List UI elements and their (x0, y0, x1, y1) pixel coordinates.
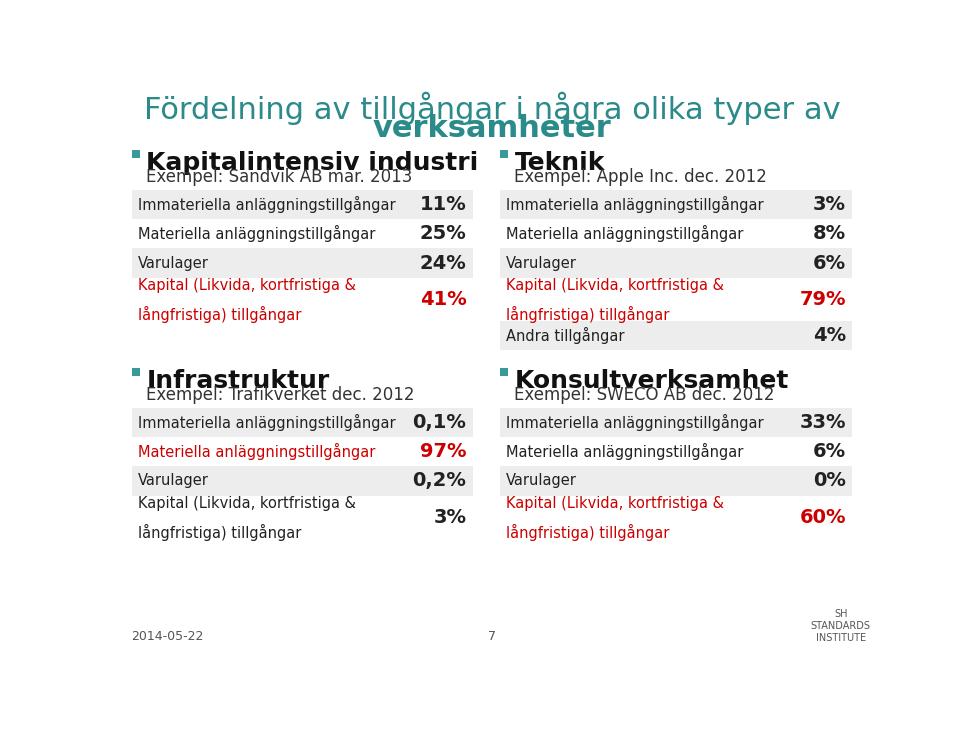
Bar (132, 467, 472, 496)
Text: Varulager: Varulager (506, 473, 577, 488)
Text: Exempel: Apple Inc. dec. 2012: Exempel: Apple Inc. dec. 2012 (515, 168, 767, 187)
Bar (132, 496, 472, 539)
Text: Immateriella anläggningstillgångar: Immateriella anläggningstillgångar (506, 196, 763, 213)
Text: Konsultverksamhet: Konsultverksamhet (515, 369, 789, 392)
Text: Infrastruktur: Infrastruktur (146, 369, 329, 392)
Text: långfristiga) tillgångar: långfristiga) tillgångar (506, 523, 669, 541)
Text: 0%: 0% (813, 472, 846, 491)
Text: Kapital (Likvida, kortfristiga &: Kapital (Likvida, kortfristiga & (506, 278, 724, 293)
Text: 11%: 11% (420, 195, 467, 214)
Text: 3%: 3% (813, 195, 846, 214)
Text: 7: 7 (488, 630, 496, 643)
Text: Andra tillgångar: Andra tillgångar (506, 327, 624, 344)
Text: SH
STANDARDS
INSTITUTE: SH STANDARDS INSTITUTE (811, 609, 871, 643)
Text: 6%: 6% (813, 443, 846, 461)
Bar (132, 219, 472, 249)
Text: Materiella anläggningstillgångar: Materiella anläggningstillgångar (506, 225, 743, 242)
Bar (500, 437, 852, 467)
Text: Immateriella anläggningstillgångar: Immateriella anläggningstillgångar (506, 414, 763, 431)
Bar (500, 467, 852, 496)
Text: Immateriella anläggningstillgångar: Immateriella anläggningstillgångar (138, 196, 396, 213)
Text: 25%: 25% (420, 225, 467, 243)
Text: långfristiga) tillgångar: långfristiga) tillgångar (138, 305, 301, 323)
Bar (132, 249, 472, 278)
Text: Teknik: Teknik (515, 151, 605, 175)
Text: Varulager: Varulager (138, 473, 208, 488)
Bar (500, 190, 852, 219)
Bar (500, 496, 852, 539)
Text: Fördelning av tillgångar i några olika typer av: Fördelning av tillgångar i några olika t… (144, 91, 840, 125)
Text: 60%: 60% (800, 507, 846, 526)
Text: 2014-05-22: 2014-05-22 (132, 630, 204, 643)
Text: Varulager: Varulager (506, 256, 577, 270)
Text: 4%: 4% (813, 326, 846, 345)
Bar (500, 367, 508, 376)
Text: Kapital (Likvida, kortfristiga &: Kapital (Likvida, kortfristiga & (138, 278, 356, 293)
Text: Materiella anläggningstillgångar: Materiella anläggningstillgångar (138, 443, 375, 460)
Text: Exempel: Trafikverket dec. 2012: Exempel: Trafikverket dec. 2012 (146, 386, 415, 405)
Text: Kapitalintensiv industri: Kapitalintensiv industri (146, 151, 479, 175)
Text: 8%: 8% (813, 225, 846, 243)
Text: verksamheter: verksamheter (372, 114, 612, 144)
Bar (500, 150, 508, 158)
Text: 3%: 3% (433, 507, 467, 526)
Text: långfristiga) tillgångar: långfristiga) tillgångar (138, 523, 301, 541)
Bar (132, 150, 140, 158)
Bar (500, 321, 852, 350)
Bar (500, 408, 852, 437)
Bar (500, 278, 852, 321)
Bar (132, 190, 472, 219)
Text: Kapital (Likvida, kortfristiga &: Kapital (Likvida, kortfristiga & (506, 496, 724, 511)
Text: Exempel: SWECO AB dec. 2012: Exempel: SWECO AB dec. 2012 (515, 386, 775, 405)
Text: 41%: 41% (420, 289, 467, 308)
Text: 0,1%: 0,1% (413, 413, 467, 432)
Text: 97%: 97% (420, 443, 467, 461)
Text: 33%: 33% (800, 413, 846, 432)
Bar (132, 367, 140, 376)
Text: Immateriella anläggningstillgångar: Immateriella anläggningstillgångar (138, 414, 396, 431)
Text: Varulager: Varulager (138, 256, 208, 270)
Text: 79%: 79% (800, 289, 846, 308)
Bar (132, 408, 472, 437)
Text: långfristiga) tillgångar: långfristiga) tillgångar (506, 305, 669, 323)
Bar (500, 219, 852, 249)
Bar (132, 278, 472, 321)
Text: 6%: 6% (813, 254, 846, 273)
Bar (132, 437, 472, 467)
Text: Materiella anläggningstillgångar: Materiella anläggningstillgångar (506, 443, 743, 460)
Text: Kapital (Likvida, kortfristiga &: Kapital (Likvida, kortfristiga & (138, 496, 356, 511)
Text: 0,2%: 0,2% (413, 472, 467, 491)
Text: 24%: 24% (420, 254, 467, 273)
Bar (500, 249, 852, 278)
Text: Exempel: Sandvik AB mar. 2013: Exempel: Sandvik AB mar. 2013 (146, 168, 413, 187)
Text: Materiella anläggningstillgångar: Materiella anläggningstillgångar (138, 225, 375, 242)
